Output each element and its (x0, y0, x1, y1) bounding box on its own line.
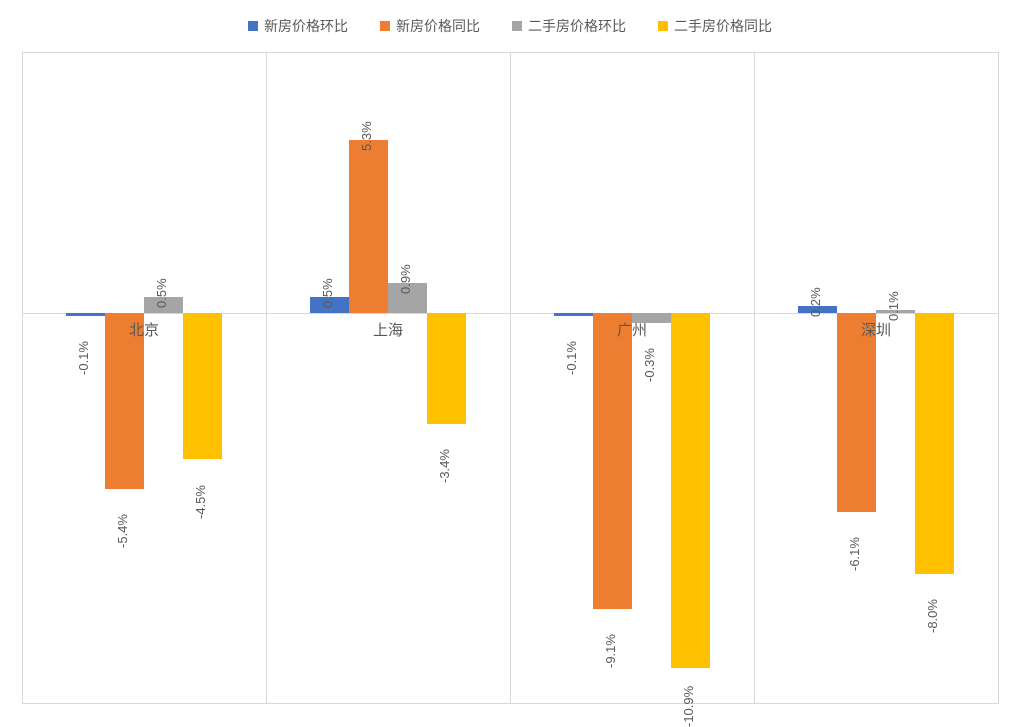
legend-item-0: 新房价格环比 (248, 16, 348, 36)
legend: 新房价格环比 新房价格同比 二手房价格环比 二手房价格同比 (0, 16, 1020, 36)
category-label: 上海 (373, 319, 403, 340)
data-label: 0.1% (886, 291, 901, 321)
data-label: -0.3% (642, 348, 657, 382)
data-label: -10.9% (681, 686, 696, 727)
category-label: 深圳 (861, 319, 891, 340)
data-label: -9.1% (603, 634, 618, 668)
bar (837, 313, 876, 512)
category-label: 广州 (617, 319, 647, 340)
data-label: 0.5% (154, 278, 169, 308)
data-label: -0.1% (564, 341, 579, 375)
bar (554, 313, 593, 316)
gridline (998, 52, 999, 704)
data-label: 0.9% (398, 265, 413, 295)
bar (427, 313, 466, 424)
legend-swatch-3 (658, 21, 668, 31)
data-label: -3.4% (437, 449, 452, 483)
legend-swatch-0 (248, 21, 258, 31)
bar (915, 313, 954, 574)
chart-frame: 新房价格环比 新房价格同比 二手房价格环比 二手房价格同比 -0.1% -5.4%… (0, 0, 1020, 720)
legend-swatch-2 (512, 21, 522, 31)
data-label: 5.3% (359, 121, 374, 151)
data-label: 0.5% (320, 278, 335, 308)
gridline (22, 52, 23, 704)
legend-label-1: 新房价格同比 (396, 16, 480, 36)
bar (66, 313, 105, 316)
legend-item-1: 新房价格同比 (380, 16, 480, 36)
data-label: 0.2% (808, 288, 823, 318)
gridline (266, 52, 267, 704)
bar (349, 140, 388, 313)
gridline (754, 52, 755, 704)
legend-swatch-1 (380, 21, 390, 31)
legend-item-2: 二手房价格环比 (512, 16, 626, 36)
data-label: -4.5% (193, 485, 208, 519)
data-label: -5.4% (115, 514, 130, 548)
bar (593, 313, 632, 610)
gridline (510, 52, 511, 704)
legend-label-3: 二手房价格同比 (674, 16, 772, 36)
data-label: -6.1% (847, 537, 862, 571)
plot-area: -0.1% -5.4% 0.5% -4.5% 北京 0.5% 5.3% 0.9% -3.4% 上海… (22, 52, 998, 704)
legend-label-2: 二手房价格环比 (528, 16, 626, 36)
category-label: 北京 (129, 319, 159, 340)
data-label: -0.1% (76, 341, 91, 375)
bar (671, 313, 710, 668)
legend-label-0: 新房价格环比 (264, 16, 348, 36)
legend-item-3: 二手房价格同比 (658, 16, 772, 36)
bar (183, 313, 222, 460)
data-label: -8.0% (925, 599, 940, 633)
